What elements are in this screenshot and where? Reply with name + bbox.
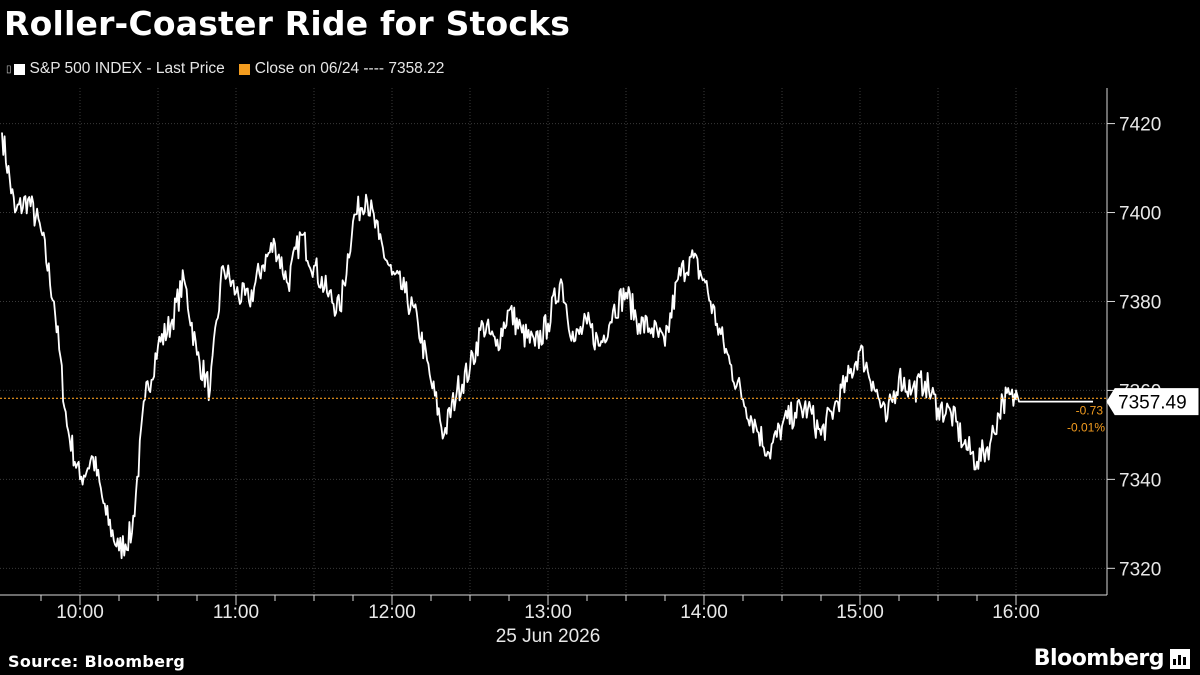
brand-name: Bloomberg bbox=[1033, 646, 1165, 671]
x-tick-label: 12:00 bbox=[368, 602, 416, 623]
y-tick-label: 7420 bbox=[1119, 115, 1161, 136]
legend-swatch-price bbox=[13, 63, 25, 75]
y-tick-label: 7320 bbox=[1119, 559, 1161, 580]
last-value-tag bbox=[1106, 388, 1199, 416]
y-tick-label: 7340 bbox=[1119, 470, 1161, 491]
x-tick-label: 16:00 bbox=[992, 602, 1040, 623]
x-tick-label: 14:00 bbox=[680, 602, 728, 623]
x-tick-label: 10:00 bbox=[56, 602, 104, 623]
brand-logo: Bloomberg bbox=[1034, 646, 1190, 671]
change-pct-label: -0.01% bbox=[1067, 420, 1105, 434]
y-tick-label: 7400 bbox=[1119, 204, 1161, 225]
source-note: Source: Bloomberg bbox=[8, 652, 186, 671]
legend-label-reference: Close on 06/24 ---- 7358.22 bbox=[254, 60, 445, 77]
last-value-label: 7357.49 bbox=[1118, 393, 1187, 414]
x-tick-label: 15:00 bbox=[836, 602, 884, 623]
legend-label-price: S&P 500 INDEX - Last Price bbox=[29, 60, 225, 77]
bloomberg-terminal-icon bbox=[1170, 648, 1190, 669]
y-tick-label: 7380 bbox=[1119, 292, 1161, 313]
x-date-label: 25 Jun 2026 bbox=[496, 626, 601, 647]
chart-legend: ▯ S&P 500 INDEX - Last Price Close on 06… bbox=[6, 60, 444, 78]
x-tick-label: 11:00 bbox=[213, 602, 259, 623]
price-series-line bbox=[1, 132, 1093, 560]
pin-icon: ▯ bbox=[6, 63, 12, 75]
x-tick-label: 13:00 bbox=[524, 602, 572, 623]
change-label: -0.73 bbox=[1076, 403, 1104, 417]
chart-title: Roller-Coaster Ride for Stocks bbox=[4, 4, 571, 43]
legend-swatch-reference bbox=[238, 63, 250, 75]
